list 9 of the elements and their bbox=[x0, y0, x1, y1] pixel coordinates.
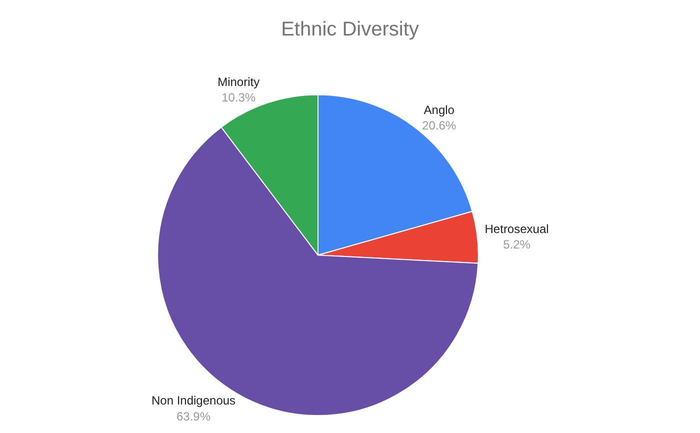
slice-label: Non Indigenous bbox=[151, 394, 236, 408]
slice-label: Minority bbox=[218, 74, 260, 89]
data-label: 63.9% bbox=[176, 409, 211, 424]
slice-label: Hetrosexual bbox=[484, 222, 549, 236]
slice-label: Anglo bbox=[424, 102, 455, 117]
data-label: 5.2% bbox=[503, 238, 531, 252]
data-label: 20.6% bbox=[422, 118, 456, 133]
chart-title: Ethnic Diversity bbox=[281, 18, 419, 41]
data-label: 10.3% bbox=[222, 90, 256, 105]
